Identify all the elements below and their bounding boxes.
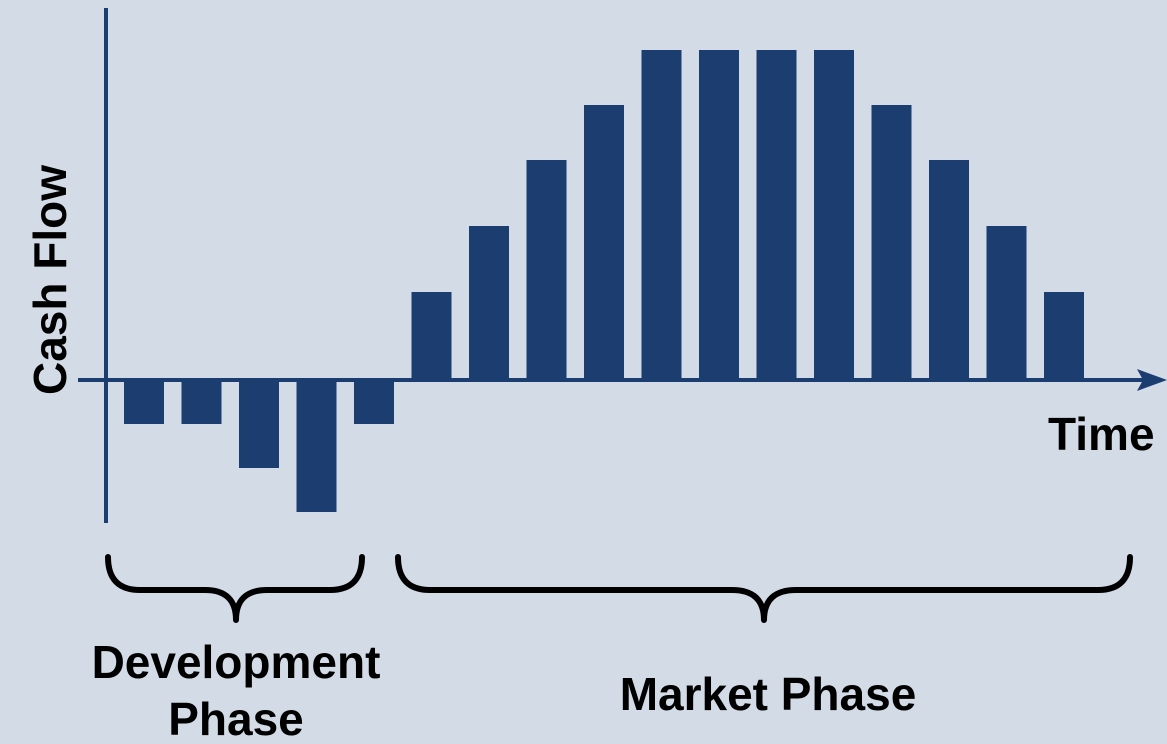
bars-group	[124, 50, 1084, 512]
development-phase-label-line2: Phase	[168, 693, 304, 744]
cash-flow-bar-10	[641, 50, 682, 380]
x-axis-label: Time	[1048, 408, 1155, 460]
cash-flow-bar-15	[929, 160, 969, 380]
cash-flow-bar-16	[986, 226, 1027, 380]
market-phase-brace	[395, 554, 1133, 623]
cash-flow-bar-13	[814, 50, 854, 380]
cash-flow-bar-8	[526, 160, 567, 380]
cash-flow-bar-6	[411, 292, 452, 380]
cash-flow-bar-2	[181, 380, 222, 424]
cash-flow-bar-3	[239, 380, 279, 468]
cash-flow-bar-17	[1044, 292, 1084, 380]
x-axis-arrowhead	[1137, 369, 1167, 391]
cash-flow-bar-4	[296, 380, 337, 512]
cash-flow-bar-9	[584, 105, 624, 380]
cash-flow-bar-1	[124, 380, 164, 424]
market-phase-label: Market Phase	[620, 668, 917, 720]
cash-flow-bar-12	[756, 50, 797, 380]
development-phase-label-line1: Development	[92, 636, 381, 688]
cash-flow-bar-14	[871, 105, 912, 380]
development-phase-brace	[105, 554, 365, 623]
cash-flow-bar-11	[699, 50, 739, 380]
cash-flow-bar-7	[469, 226, 509, 380]
cash-flow-bar-5	[354, 380, 394, 424]
y-axis-label: Cash Flow	[24, 165, 76, 395]
